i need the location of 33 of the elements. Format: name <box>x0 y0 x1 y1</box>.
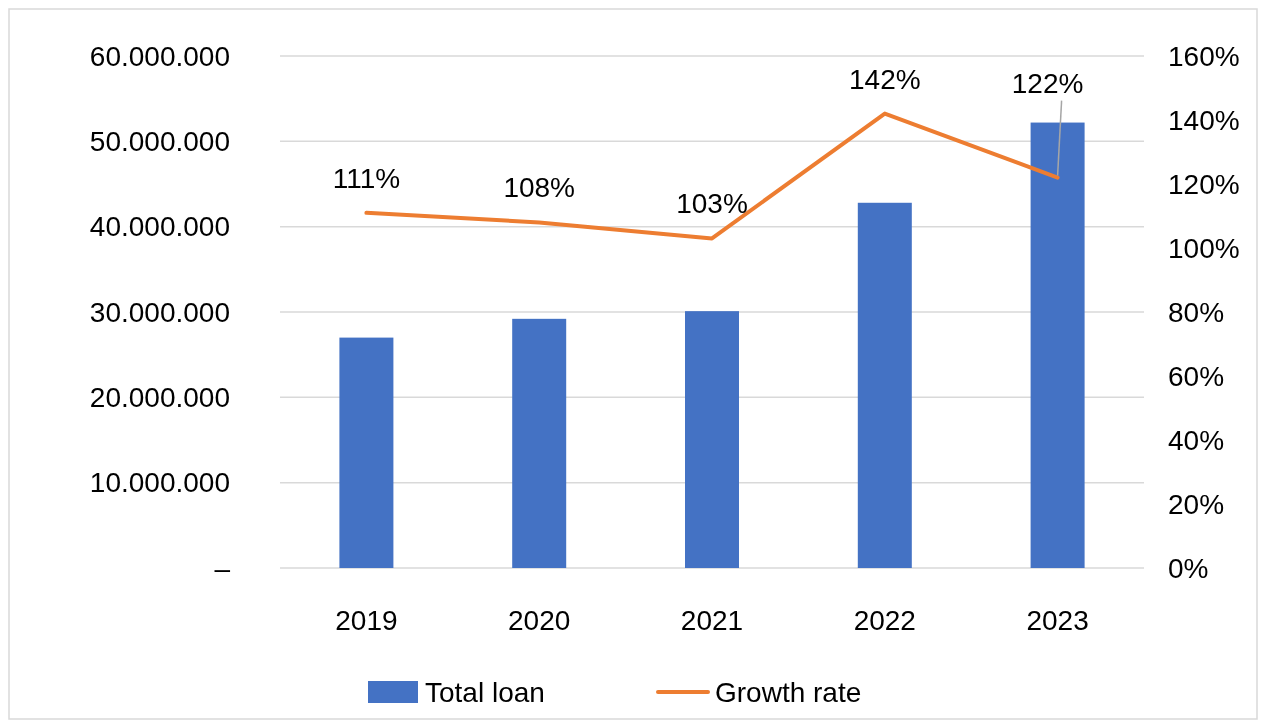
legend-label: Growth rate <box>715 676 862 708</box>
bar <box>512 318 567 568</box>
data-label: 103% <box>676 188 748 220</box>
data-label: 142% <box>848 63 921 95</box>
y2-tick-label: 60% <box>1168 360 1225 392</box>
data-label: 122% <box>1011 67 1084 99</box>
y-tick-label: – <box>214 552 231 584</box>
y2-tick-label: 0% <box>1168 552 1209 584</box>
y-tick-label: 30.000.000 <box>89 296 230 328</box>
y2-tick-label: 160% <box>1168 40 1240 72</box>
y-tick-label: 40.000.000 <box>89 211 230 243</box>
legend-label: Total loan <box>425 676 545 708</box>
data-label: 111% <box>332 162 401 194</box>
y-tick-label: 50.000.000 <box>89 126 230 158</box>
y-tick-label: 60.000.000 <box>89 40 230 72</box>
y2-tick-label: 120% <box>1168 168 1240 200</box>
bar <box>339 337 394 568</box>
y2-tick-label: 80% <box>1168 296 1225 328</box>
y2-tick-label: 40% <box>1168 424 1225 456</box>
bar <box>857 202 912 568</box>
bar <box>685 311 739 568</box>
data-label: 108% <box>503 172 576 204</box>
x-tick-label: 2023 <box>1026 604 1089 636</box>
y2-tick-label: 20% <box>1168 488 1225 520</box>
y-tick-label: 20.000.000 <box>89 382 230 414</box>
y2-tick-label: 100% <box>1168 232 1240 264</box>
x-tick-label: 2021 <box>680 604 744 636</box>
x-tick-label: 2019 <box>335 604 398 636</box>
y2-tick-label: 140% <box>1168 104 1240 136</box>
bar <box>1030 122 1085 568</box>
x-tick-label: 2022 <box>853 604 916 636</box>
y-tick-label: 10.000.000 <box>89 467 230 499</box>
x-tick-label: 2020 <box>508 604 571 636</box>
